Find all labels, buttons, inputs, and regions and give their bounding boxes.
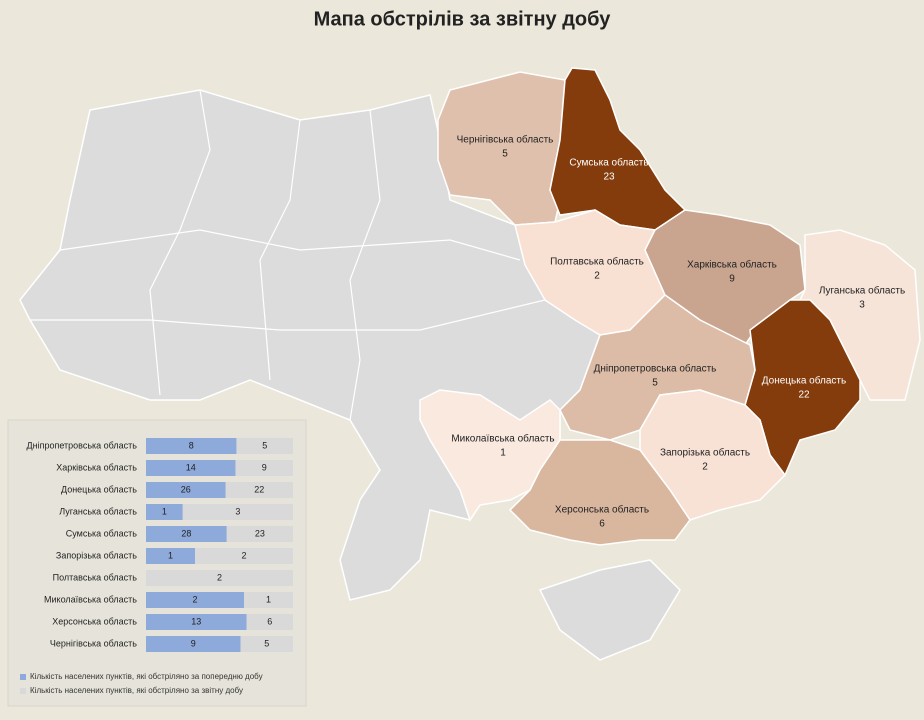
category-label: Луганська область bbox=[59, 506, 137, 516]
region-name: Донецька область bbox=[762, 375, 846, 387]
value-label: 5 bbox=[264, 638, 269, 648]
region-value: 3 bbox=[859, 300, 865, 311]
region-name: Полтавська область bbox=[550, 256, 644, 268]
region bbox=[799, 229, 921, 401]
region-value: 5 bbox=[652, 378, 658, 389]
bar bbox=[240, 636, 293, 652]
region-value: 22 bbox=[798, 390, 810, 401]
category-label: Харківська область bbox=[56, 462, 137, 472]
region-name: Запорізька область bbox=[660, 447, 750, 459]
internal-border bbox=[59, 229, 521, 261]
internal-border bbox=[30, 299, 546, 331]
bar bbox=[246, 614, 293, 630]
bar bbox=[146, 526, 227, 542]
value-label: 28 bbox=[181, 528, 191, 538]
region bbox=[508, 439, 691, 546]
bar bbox=[146, 504, 183, 520]
value-label: 3 bbox=[235, 506, 240, 516]
region-name: Чернігівська область bbox=[457, 134, 554, 146]
chart: Дніпропетровська область 8 5 Харківська обл… bbox=[20, 438, 293, 695]
category-label: Чернігівська область bbox=[50, 638, 137, 648]
value-label: 13 bbox=[191, 616, 201, 626]
region-value: 23 bbox=[603, 172, 615, 183]
bar bbox=[235, 460, 293, 476]
value-label: 1 bbox=[266, 594, 271, 604]
value-label: 6 bbox=[267, 616, 272, 626]
bar bbox=[146, 614, 247, 630]
region-name: Харківська область bbox=[687, 259, 777, 271]
bar bbox=[226, 526, 293, 542]
value-label: 23 bbox=[255, 528, 265, 538]
region-name: Херсонська область bbox=[555, 504, 649, 516]
region-value: 2 bbox=[702, 462, 708, 473]
bar bbox=[146, 636, 241, 652]
value-label: 26 bbox=[181, 484, 191, 494]
legend-swatch bbox=[20, 688, 26, 694]
bar bbox=[182, 504, 293, 520]
region-value: 5 bbox=[502, 149, 508, 160]
region-value: 9 bbox=[729, 274, 735, 285]
region-name: Луганська область bbox=[819, 285, 905, 297]
legend-swatch bbox=[20, 674, 26, 680]
internal-border bbox=[259, 119, 301, 381]
category-label: Полтавська область bbox=[53, 572, 138, 582]
bar bbox=[146, 438, 237, 454]
value-label: 2 bbox=[217, 572, 222, 582]
bar bbox=[146, 570, 293, 586]
bar bbox=[244, 592, 293, 608]
bar bbox=[146, 482, 226, 498]
bar bbox=[236, 438, 293, 454]
region-name: Миколаївська область bbox=[451, 433, 554, 445]
value-label: 2 bbox=[192, 594, 197, 604]
legend-label: Кількість населених пунктів, які обстріл… bbox=[30, 686, 243, 695]
category-label: Миколаївська область bbox=[44, 594, 137, 604]
value-label: 8 bbox=[189, 440, 194, 450]
value-label: 1 bbox=[168, 550, 173, 560]
crimea bbox=[538, 559, 681, 661]
region-name: Сумська область bbox=[569, 157, 648, 169]
bar bbox=[225, 482, 293, 498]
title: Мапа обстрілів за звітну добу bbox=[314, 8, 612, 30]
value-label: 22 bbox=[254, 484, 264, 494]
internal-border bbox=[349, 109, 381, 421]
region-value: 2 bbox=[594, 271, 600, 282]
bar bbox=[146, 548, 195, 564]
category-label: Дніпропетровська область bbox=[27, 440, 138, 450]
category-label: Донецька область bbox=[61, 484, 137, 494]
region-value: 1 bbox=[500, 448, 506, 459]
region-value: 6 bbox=[599, 519, 605, 530]
value-label: 5 bbox=[262, 440, 267, 450]
internal-border bbox=[149, 89, 211, 396]
legend-label: Кількість населених пунктів, які обстріл… bbox=[30, 672, 263, 681]
value-label: 9 bbox=[191, 638, 196, 648]
value-label: 14 bbox=[186, 462, 196, 472]
value-label: 9 bbox=[262, 462, 267, 472]
value-label: 1 bbox=[162, 506, 167, 516]
bar bbox=[195, 548, 293, 564]
category-label: Сумська область bbox=[66, 528, 138, 538]
bar bbox=[146, 592, 244, 608]
region-name: Дніпропетровська область bbox=[594, 363, 717, 375]
bar bbox=[146, 460, 236, 476]
category-label: Херсонська область bbox=[52, 616, 137, 626]
value-label: 2 bbox=[241, 550, 246, 560]
category-label: Запорізька область bbox=[56, 550, 137, 560]
